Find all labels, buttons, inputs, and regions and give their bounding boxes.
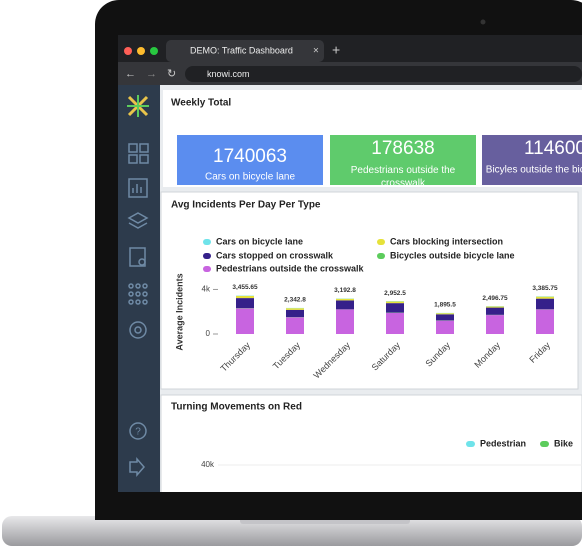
bar-segment [336, 300, 354, 309]
y-tick-label: 0 [206, 329, 211, 338]
tab-title: DEMO: Traffic Dashboard [190, 45, 293, 55]
tab-close[interactable]: × [313, 46, 319, 57]
minimize-button[interactable] [137, 47, 145, 55]
panel-title: Avg Incidents Per Day Per Type [171, 200, 321, 211]
total-label: 2,952.5 [384, 290, 406, 297]
total-label: 1,895.5 [434, 302, 456, 309]
legend-swatch [540, 441, 549, 447]
legend-label: Pedestrians outside the crosswalk [216, 263, 365, 273]
legend-label: Cars on bicycle lane [216, 236, 303, 246]
back-button[interactable]: ← [125, 68, 136, 80]
svg-text:?: ? [135, 427, 141, 438]
bar-segment [436, 321, 454, 334]
kpi-value: 1740063 [213, 146, 287, 167]
bar-segment [486, 306, 504, 307]
legend-swatch [203, 239, 211, 245]
legend-label: Bicycles outside bicycle lane [390, 250, 515, 260]
legend-label: Bike [554, 438, 573, 448]
legend-label: Cars stopped on crosswalk [216, 250, 334, 260]
forward-button[interactable]: → [146, 68, 157, 80]
total-label: 2,496.75 [482, 295, 508, 302]
bar-segment [536, 299, 554, 310]
close-button[interactable] [124, 47, 132, 55]
y-tick-label: 4k [202, 285, 211, 294]
kpi-value: 114600 [524, 138, 582, 159]
bar-segment [486, 308, 504, 315]
bar-segment [336, 310, 354, 335]
y-tick-label: 40k [201, 460, 215, 469]
maximize-button[interactable] [150, 47, 158, 55]
panel [161, 192, 578, 389]
bar-segment [386, 313, 404, 334]
bar-segment [436, 313, 454, 314]
bar-segment [236, 298, 254, 308]
legend-swatch [466, 441, 475, 447]
bar-segment [286, 310, 304, 317]
new-tab[interactable]: + [332, 42, 340, 58]
panel-title: Turning Movements on Red [171, 402, 302, 413]
bar-segment [286, 308, 304, 310]
total-label: 3,192.8 [334, 287, 356, 294]
kpi-label: Bicyles outside the bicycle lane [486, 165, 582, 176]
legend-swatch [203, 266, 211, 272]
legend-swatch [377, 253, 385, 259]
bar-segment [236, 296, 254, 298]
bezel-bottom [95, 492, 582, 520]
legend-swatch [203, 253, 211, 259]
panel-title: Weekly Total [171, 98, 231, 109]
url: knowi.com [207, 69, 250, 79]
total-label: 3,385.75 [532, 285, 558, 292]
bar-segment [386, 303, 404, 312]
reload-button[interactable]: ↻ [167, 68, 176, 80]
total-label: 2,342.8 [284, 297, 306, 304]
bar-segment [286, 317, 304, 334]
logo [127, 95, 149, 117]
legend-label: Pedestrian [480, 438, 526, 448]
camera [481, 20, 486, 25]
bar-segment [236, 308, 254, 334]
kpi-value: 178638 [371, 138, 434, 159]
bar-segment [436, 314, 454, 320]
legend-label: Cars blocking intersection [390, 236, 503, 246]
bar-segment [386, 301, 404, 303]
legend-swatch [377, 239, 385, 245]
kpi-label: Cars on bicycle lane [205, 172, 295, 183]
y-axis-label: Average Incidents [174, 273, 184, 350]
bar-segment [536, 310, 554, 335]
bar-segment [486, 315, 504, 334]
bar-segment [536, 297, 554, 299]
total-label: 3,455.65 [232, 284, 258, 291]
bar-segment [336, 299, 354, 301]
